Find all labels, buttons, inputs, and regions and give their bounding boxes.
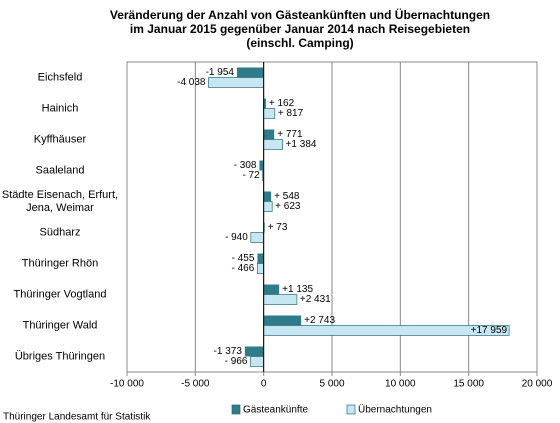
x-tick-label: 0 [261, 379, 267, 390]
bar [263, 108, 276, 119]
bar [263, 139, 283, 150]
value-label: -1 954 [206, 67, 235, 78]
value-label: -1 373 [214, 346, 243, 357]
source: Thüringer Landesamt für Statistik [3, 412, 151, 423]
category-label: Kyffhäuser [33, 133, 87, 145]
value-label: - 940 [225, 232, 248, 243]
value-label: - 466 [232, 263, 255, 274]
x-tick-label: 5 000 [319, 379, 344, 390]
bar [263, 98, 266, 109]
value-label: +1 384 [286, 139, 317, 150]
bar [263, 284, 280, 295]
value-label: + 817 [278, 108, 304, 119]
value-label: - 72 [242, 170, 260, 181]
value-label: -4 038 [177, 77, 206, 88]
bar [263, 294, 298, 305]
value-label: +17 959 [471, 325, 508, 336]
value-label: +2 743 [304, 315, 335, 326]
chart-title: im Januar 2015 gegenüber Januar 2014 nac… [130, 22, 470, 36]
category-label: Übriges Thüringen [14, 350, 106, 362]
category-label: Eichsfeld [37, 71, 83, 83]
x-tick-label: 10 000 [385, 379, 416, 390]
chart-title: (einschl. Camping) [246, 36, 353, 50]
category-label: Südharz [39, 226, 81, 238]
category-label: Saaleland [35, 164, 85, 176]
x-tick-label: 20 000 [522, 379, 553, 390]
bar [208, 77, 265, 88]
value-label: + 548 [274, 191, 300, 202]
bar [256, 263, 265, 274]
value-label: + 162 [269, 98, 295, 109]
value-label: - 455 [232, 253, 255, 264]
legend-label: Übernachtungen [358, 404, 432, 416]
bar [263, 129, 275, 140]
chart-title: Veränderung der Anzahl von Gästeankünfte… [110, 7, 490, 22]
value-label: - 308 [234, 160, 257, 171]
bar [263, 315, 302, 326]
bar [263, 201, 273, 212]
value-label: +2 431 [300, 294, 331, 305]
category-label: Städte Eisenach, Erfurt, Jena, Weimar [1, 188, 119, 214]
x-tick-label: 15 000 [453, 379, 484, 390]
category-label: Thüringer Rhön [21, 257, 99, 269]
category-label: Thüringer Wald [22, 319, 98, 331]
value-label: + 623 [275, 201, 301, 212]
value-label: +1 135 [282, 284, 313, 295]
category-label: Hainich [41, 102, 79, 114]
value-label: + 73 [268, 222, 288, 233]
legend-swatch [346, 404, 356, 415]
value-label: - 966 [225, 356, 248, 367]
legend-label: Gästeankünfte [243, 405, 308, 416]
x-tick-label: -5 000 [181, 379, 210, 390]
bar [250, 232, 265, 243]
bar [257, 253, 264, 264]
value-label: + 771 [277, 129, 303, 140]
category-label: Thüringer Vogtland [13, 288, 107, 300]
bar [250, 356, 265, 367]
legend-swatch [231, 404, 241, 415]
bar [244, 346, 264, 357]
bar [236, 67, 264, 78]
bar [259, 160, 264, 171]
x-tick-label: -10 000 [110, 379, 144, 390]
bar [263, 191, 272, 202]
